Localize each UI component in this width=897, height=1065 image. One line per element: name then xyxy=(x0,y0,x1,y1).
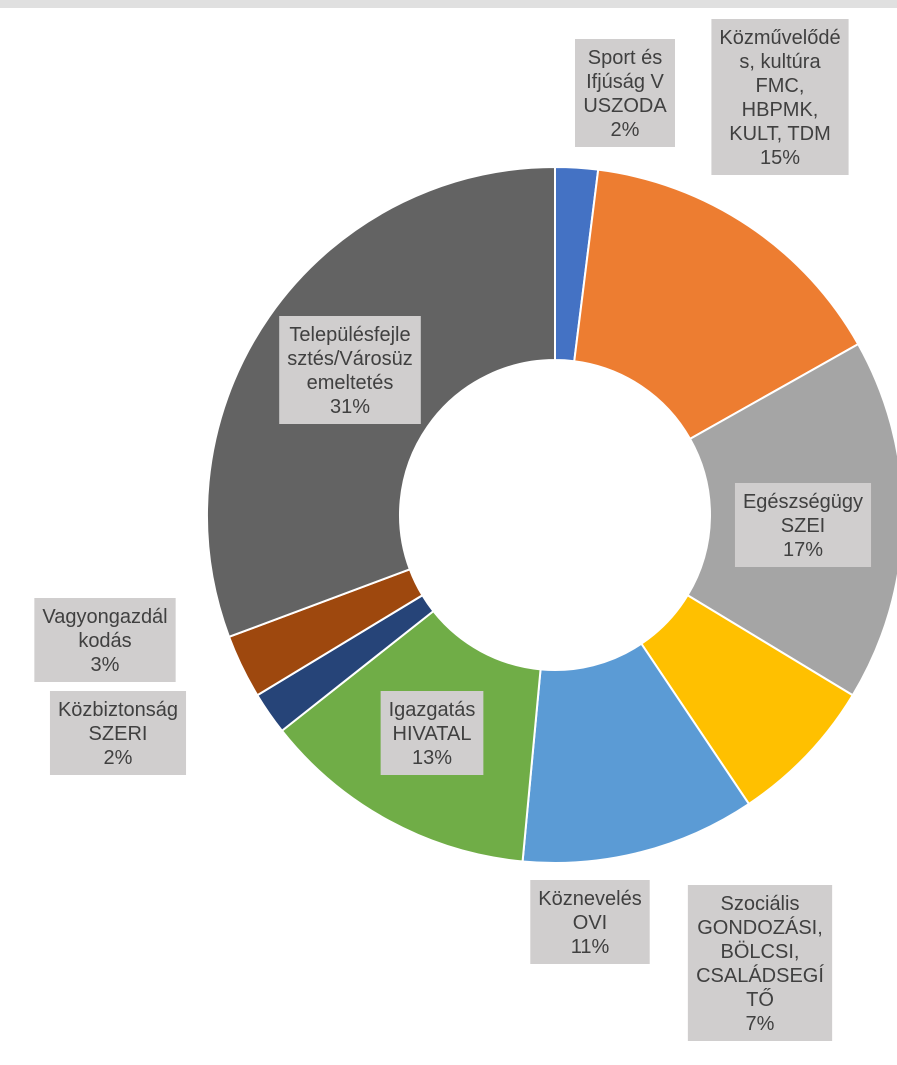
category-label: Sport és Ifjúság V USZODA xyxy=(583,47,667,117)
category-label: Igazgatás HIVATAL xyxy=(389,699,476,745)
label-box xyxy=(687,885,833,1041)
category-label: Köznevelés OVI xyxy=(538,888,641,934)
category-label: Egészségügy SZEI xyxy=(743,491,863,537)
category-label: Vagyongazdál kodás xyxy=(42,606,167,652)
value-label: 7% xyxy=(746,1013,775,1035)
category-label: Szociális GONDOZÁSI, BÖLCSI, CSALÁDSEGÍ TŐ xyxy=(696,893,824,1011)
top-bar xyxy=(0,0,897,8)
label-box xyxy=(279,316,421,424)
value-label: 3% xyxy=(91,654,120,676)
label-box xyxy=(530,880,650,964)
value-label: 15% xyxy=(760,147,800,169)
value-label: 31% xyxy=(330,396,370,418)
label-box xyxy=(711,19,849,175)
data-label: Szociális GONDOZÁSI, BÖLCSI, CSALÁDSEGÍ TŐ7% xyxy=(687,885,833,1041)
slice xyxy=(573,168,860,441)
category-label: Településfejle sztés/Városüz emeltetés xyxy=(287,324,413,394)
data-label: Közművelődé s, kultúra FMC, HBPMK, KULT, TDM… xyxy=(711,19,849,175)
category-label: Közbiztonság SZERI xyxy=(58,699,178,745)
label-box xyxy=(34,598,176,682)
label-box xyxy=(380,691,484,775)
label-box xyxy=(49,691,187,775)
value-label: 13% xyxy=(412,747,452,769)
value-label: 11% xyxy=(571,936,610,958)
slice xyxy=(521,642,751,864)
category-label: Közművelődé s, kultúra FMC, HBPMK, KULT, TDM xyxy=(719,27,840,145)
label-box xyxy=(734,483,872,567)
value-label: 2% xyxy=(611,119,640,141)
label-box xyxy=(575,39,675,147)
value-label: 2% xyxy=(104,747,133,769)
value-label: 17% xyxy=(783,539,823,561)
